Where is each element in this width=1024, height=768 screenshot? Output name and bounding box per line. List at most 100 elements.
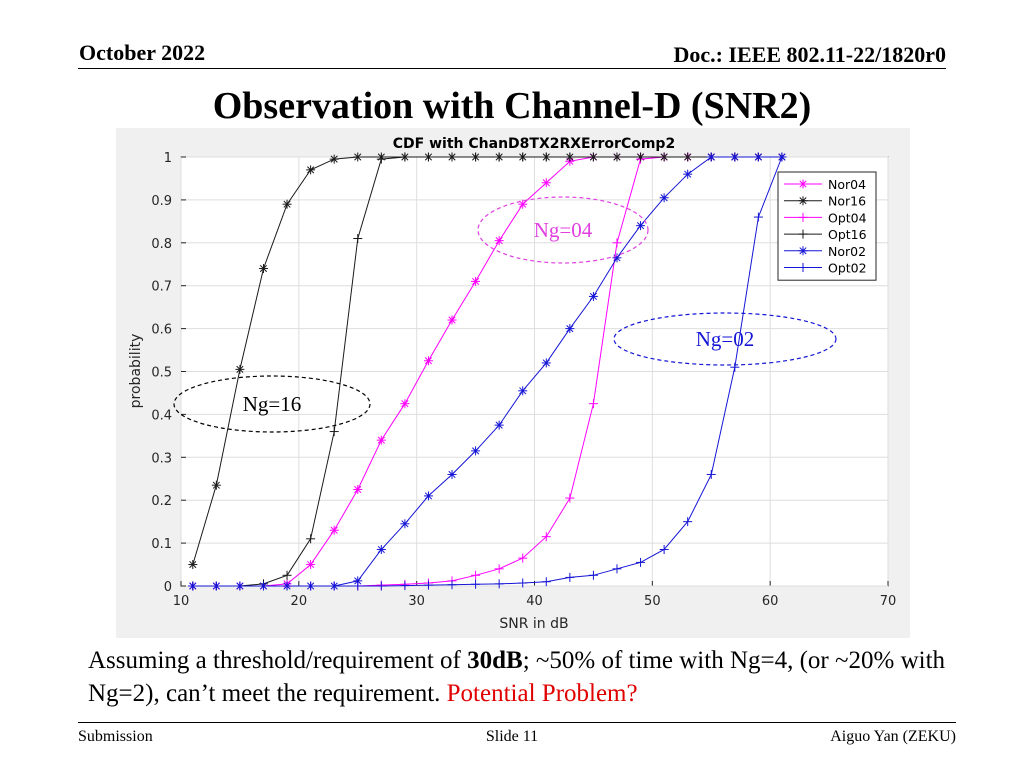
- data-point: [258, 264, 268, 274]
- data-point: [353, 234, 363, 244]
- marker-stroke: [189, 560, 197, 569]
- marker-stroke: [259, 264, 268, 273]
- data-point: [588, 152, 598, 162]
- marker-stroke: [377, 545, 385, 554]
- data-point: [565, 324, 575, 334]
- data-point: [423, 152, 433, 162]
- data-point: [612, 253, 622, 263]
- data-point: [329, 427, 339, 437]
- legend-entry-nor16: Nor16: [784, 194, 866, 209]
- marker-stroke: [566, 325, 574, 333]
- data-point: [636, 221, 646, 231]
- data-point: [471, 570, 481, 580]
- legend-entry-nor04: Nor04: [784, 177, 866, 192]
- data-point: [588, 399, 598, 409]
- legend-entry-opt04: Opt04: [784, 210, 867, 225]
- y-tick-label: 0.9: [151, 194, 172, 209]
- marker-stroke: [354, 153, 362, 161]
- marker-stroke: [542, 359, 550, 367]
- marker-stroke: [731, 153, 739, 161]
- data-point: [753, 212, 763, 222]
- header-date: October 2022: [79, 40, 206, 65]
- y-tick-label: 0.3: [151, 451, 172, 466]
- marker-stroke: [377, 436, 385, 444]
- marker-stroke: [660, 194, 668, 202]
- data-point: [494, 152, 504, 162]
- marker-stroke: [307, 560, 315, 569]
- marker-stroke: [495, 237, 503, 245]
- annotation-ellipse: [477, 196, 649, 264]
- annotation-ng16: Ng=16: [173, 375, 371, 433]
- annotation-ng04: Ng=04: [477, 196, 649, 264]
- marker-stroke: [471, 277, 480, 286]
- data-point: [282, 581, 292, 591]
- data-point: [447, 469, 457, 479]
- data-point: [376, 545, 386, 555]
- body-text-threshold: 30dB: [467, 647, 523, 674]
- legend-label: Opt16: [828, 227, 867, 242]
- chart-title: CDF with ChanD8TX2RXErrorComp2: [393, 136, 675, 152]
- legend-label: Opt04: [828, 210, 867, 225]
- data-point: [518, 386, 528, 396]
- legend-label: Nor04: [828, 177, 866, 192]
- data-point: [494, 579, 504, 589]
- data-point: [471, 276, 481, 286]
- marker-stroke: [589, 292, 598, 301]
- marker-stroke: [519, 200, 527, 208]
- legend-marker: [798, 229, 808, 239]
- data-point: [376, 435, 386, 445]
- data-point: [329, 525, 339, 535]
- data-point: [282, 570, 292, 580]
- y-tick-label: 0.5: [151, 366, 172, 381]
- marker-stroke: [613, 254, 621, 262]
- marker-stroke: [330, 526, 338, 534]
- data-point: [518, 553, 528, 563]
- series-opt02: [188, 152, 787, 591]
- annotation-ellipse: [173, 375, 371, 433]
- marker-stroke: [799, 197, 807, 205]
- tick-labels: 10 20 30 40 50 60 70 0 0.1 0.2 0.3 0.4 0.5 0.6 0.7 0.8 0…: [151, 151, 896, 609]
- data-point: [306, 165, 316, 175]
- data-point: [683, 517, 693, 527]
- data-point: [353, 484, 363, 494]
- legend-marker: [798, 246, 808, 256]
- data-point: [541, 577, 551, 587]
- x-tick-label: 70: [880, 594, 897, 609]
- marker-stroke: [636, 222, 645, 230]
- y-tick-label: 1: [164, 151, 172, 166]
- legend-label: Nor16: [828, 194, 866, 209]
- data-point: [353, 581, 363, 591]
- data-point: [400, 581, 410, 591]
- data-point: [471, 579, 481, 589]
- data-point: [683, 169, 693, 179]
- y-tick-label: 0: [164, 580, 172, 595]
- annotation-label: Ng=16: [243, 392, 302, 416]
- data-point: [706, 469, 716, 479]
- legend-box: [777, 171, 877, 281]
- marker-stroke: [307, 166, 315, 174]
- marker-stroke: [799, 247, 807, 255]
- series-lines: [188, 152, 787, 591]
- data-point: [565, 152, 575, 162]
- marker-stroke: [354, 485, 362, 494]
- data-point: [518, 199, 528, 209]
- data-point: [518, 578, 528, 588]
- data-point: [423, 356, 433, 366]
- data-point: [541, 358, 551, 368]
- data-point: [683, 152, 693, 162]
- data-point: [235, 364, 245, 374]
- y-axis-label: probability: [128, 334, 144, 409]
- data-point: [400, 519, 410, 529]
- slide-title: Observation with Channel-D (SNR2): [212, 85, 812, 127]
- legend-marker: [798, 196, 808, 206]
- data-point: [447, 580, 457, 590]
- legend-label: Nor02: [828, 244, 866, 259]
- data-point: [329, 154, 339, 164]
- data-point: [753, 152, 763, 162]
- data-point: [541, 532, 551, 542]
- data-point: [258, 581, 268, 591]
- data-point: [494, 564, 504, 574]
- marker-stroke: [401, 520, 409, 528]
- y-tick-label: 0.6: [151, 323, 172, 338]
- data-point: [211, 581, 221, 591]
